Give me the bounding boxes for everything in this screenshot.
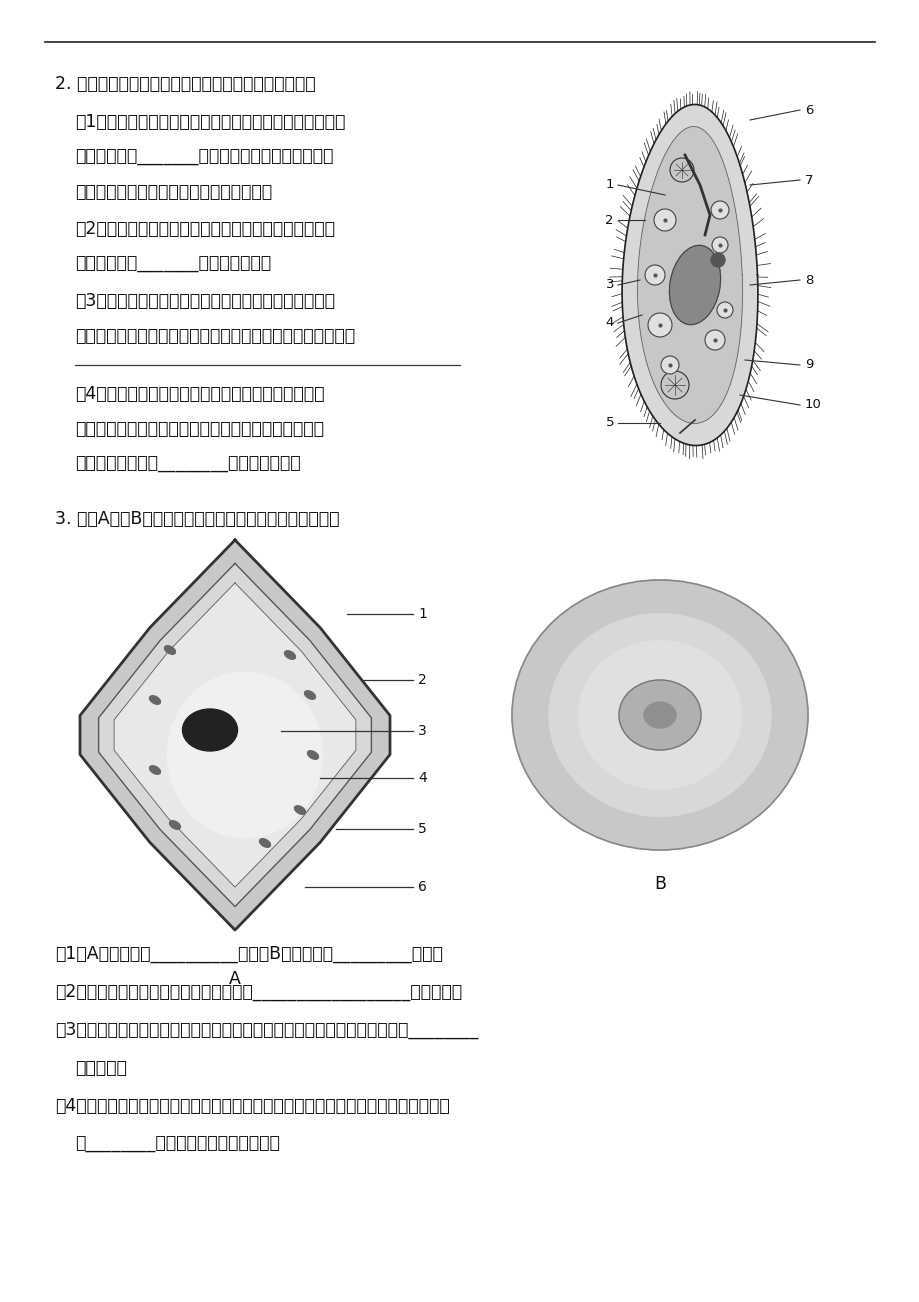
Text: 6: 6 [418, 880, 426, 894]
Text: 1: 1 [605, 178, 613, 191]
Circle shape [704, 329, 724, 350]
Text: 3: 3 [418, 724, 426, 738]
Circle shape [660, 355, 678, 374]
Text: 1: 1 [418, 607, 426, 621]
Ellipse shape [165, 646, 176, 655]
Ellipse shape [618, 680, 700, 750]
Text: B: B [653, 875, 665, 893]
Ellipse shape [307, 751, 318, 759]
Ellipse shape [643, 702, 675, 728]
Text: （2）草履虫从外界吸收的氧气和排出体外的二氧化碳都: （2）草履虫从外界吸收的氧气和排出体外的二氧化碳都 [75, 220, 335, 238]
Circle shape [653, 210, 675, 230]
Text: 9: 9 [804, 358, 812, 371]
Text: 8: 8 [804, 273, 812, 286]
Text: 形成图中标号_______所示结构，随细胞质流动逐渐: 形成图中标号_______所示结构，随细胞质流动逐渐 [75, 148, 333, 165]
Text: 通过图中标号_______所示结构进出。: 通过图中标号_______所示结构进出。 [75, 255, 271, 273]
Ellipse shape [150, 766, 160, 775]
Ellipse shape [578, 641, 741, 789]
Text: （填标号）: （填标号） [75, 1059, 127, 1077]
Text: 3: 3 [605, 279, 613, 292]
Text: 4: 4 [605, 316, 613, 329]
Text: 的________可以将农药阻挡在细胞外。: 的________可以将农药阻挡在细胞外。 [75, 1135, 279, 1154]
Ellipse shape [167, 672, 323, 838]
Text: （4）给农作物喷洒农药可以杀死害虫，但是不会杀死农作物的细胞，这是因为细胞中: （4）给农作物喷洒农药可以杀死害虫，但是不会杀死农作物的细胞，这是因为细胞中 [55, 1098, 449, 1115]
Polygon shape [621, 104, 757, 445]
Text: 被染成黑色的是：________（用标号作答）: 被染成黑色的是：________（用标号作答） [75, 454, 301, 473]
Text: 制成临时装片，放在显微镜下观察，发现草履虫身体中: 制成临时装片，放在显微镜下观察，发现草履虫身体中 [75, 421, 323, 437]
Ellipse shape [150, 695, 160, 704]
Text: 是：＿＿＿＿＿＿＿＿＿＿，原因是：＿＿＿＿＿＿＿＿＿＿: 是：＿＿＿＿＿＿＿＿＿＿，原因是：＿＿＿＿＿＿＿＿＿＿ [75, 327, 355, 345]
Text: 2: 2 [418, 673, 426, 687]
Polygon shape [80, 540, 390, 930]
Ellipse shape [304, 691, 315, 699]
Text: 5: 5 [605, 417, 613, 430]
Circle shape [710, 253, 724, 267]
Ellipse shape [169, 820, 180, 829]
Circle shape [711, 237, 727, 253]
Ellipse shape [259, 838, 270, 848]
Text: 2: 2 [605, 214, 613, 227]
Text: 6: 6 [804, 103, 812, 116]
Text: （4）若是草履虫培养液中滴几滴墨汁，然后取培养液: （4）若是草履虫培养液中滴几滴墨汁，然后取培养液 [75, 385, 324, 404]
Text: 被消化；不能消化的食物残渣从胞肚排出。: 被消化；不能消化的食物残渣从胞肚排出。 [75, 184, 272, 201]
Ellipse shape [512, 579, 807, 850]
Polygon shape [114, 583, 356, 887]
Text: （1）A图表示一个__________细胞，B图表示一个_________细胞。: （1）A图表示一个__________细胞，B图表示一个_________细胞。 [55, 945, 442, 963]
Text: （3）切西瓜的时候，常常会有很多的汁液流出，这些汁液是来自细胞结构的________: （3）切西瓜的时候，常常会有很多的汁液流出，这些汁液是来自细胞结构的______… [55, 1021, 478, 1039]
Text: 7: 7 [804, 173, 812, 186]
Ellipse shape [284, 651, 295, 659]
Text: 4: 4 [418, 771, 426, 785]
Text: （3）用吸管从草履虫培养液中取草履虫样本的最好部位: （3）用吸管从草履虫培养液中取草履虫样本的最好部位 [75, 292, 335, 310]
Ellipse shape [182, 710, 237, 751]
Circle shape [710, 201, 728, 219]
Text: 5: 5 [418, 822, 426, 836]
Ellipse shape [294, 806, 305, 814]
Circle shape [644, 266, 664, 285]
Text: 2. 下图为草履虫的结构示意图，请据图回答有关问题：: 2. 下图为草履虫的结构示意图，请据图回答有关问题： [55, 76, 315, 92]
Circle shape [716, 302, 732, 318]
Text: A: A [229, 970, 241, 988]
Text: 10: 10 [804, 398, 821, 411]
Text: （2）图中哪些结构是动植物细胞所共有的__________________（填标号）: （2）图中哪些结构是动植物细胞所共有的__________________（填标… [55, 983, 461, 1001]
Ellipse shape [669, 245, 720, 324]
Text: 3. 下列A图和B图为某类生物的细胞结构图，请据图作答：: 3. 下列A图和B图为某类生物的细胞结构图，请据图作答： [55, 510, 339, 529]
Text: （1）草履虫以细菌和微小浮游植物为食，食物从口沟进入: （1）草履虫以细菌和微小浮游植物为食，食物从口沟进入 [75, 113, 345, 132]
Circle shape [647, 312, 671, 337]
Polygon shape [98, 564, 371, 906]
Ellipse shape [549, 613, 770, 816]
Polygon shape [637, 126, 742, 423]
